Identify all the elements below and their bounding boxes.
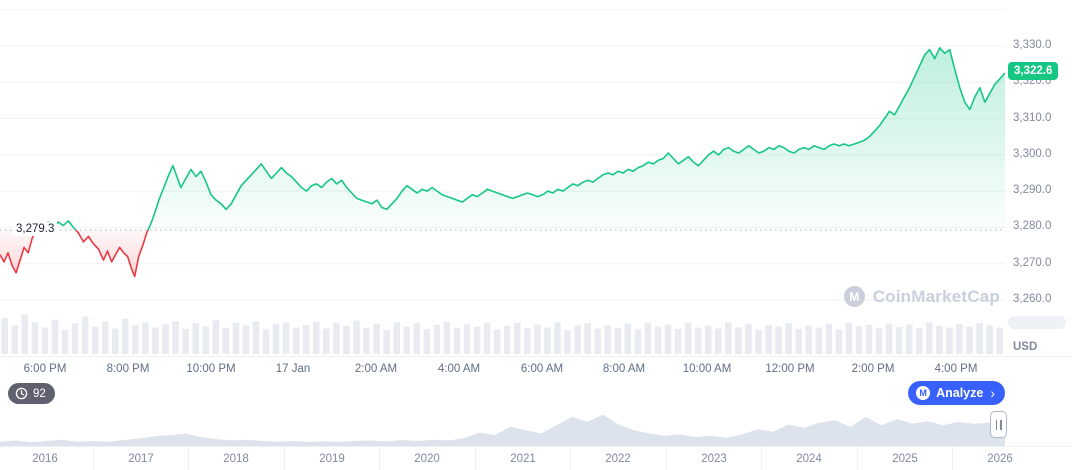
logo-letter: M (919, 388, 927, 398)
axis-scrollbar-thumb[interactable] (1008, 316, 1066, 329)
analyze-label: Analyze (936, 386, 984, 400)
timeline-years[interactable]: 2016 2017 2018 2019 2020 2021 2022 2023 2024 2025… (0, 446, 1072, 470)
year-tick-divider (666, 447, 667, 470)
timeline-year-label: 2026 (987, 453, 1013, 465)
area-fill-down (0, 229, 1005, 277)
currency-unit-label: USD (1013, 341, 1038, 353)
x-axis-label: 4:00 PM (934, 363, 978, 375)
year-tick-divider (379, 447, 380, 470)
baseline-price-label: 3,279.3 (13, 222, 58, 236)
x-axis-label: 8:00 PM (106, 363, 150, 375)
x-axis-label: 4:00 AM (437, 363, 481, 375)
x-axis[interactable]: 6:00 PM 8:00 PM 10:00 PM 17 Jan 2:00 AM 4:00 … (0, 356, 1072, 378)
timeline-year-label: 2025 (892, 453, 918, 465)
timeline-year-label: 2019 (319, 453, 345, 465)
coinmarketcap-logo-icon: M (843, 286, 865, 307)
history-timeline[interactable] (0, 408, 1072, 446)
volume-bars (1, 314, 1003, 354)
x-axis-label: 2:00 PM (851, 363, 895, 375)
timeline-year-label: 2018 (223, 453, 249, 465)
chevron-right-icon: › (990, 385, 995, 401)
x-axis-label: 10:00 PM (186, 363, 236, 375)
timeline-year-label: 2016 (32, 453, 58, 465)
timeline-year-label: 2020 (414, 453, 440, 465)
year-tick-divider (284, 447, 285, 470)
cmc-logo-icon: M (916, 386, 931, 400)
year-tick-divider (475, 447, 476, 470)
y-axis-label: 3,310.0 (1013, 112, 1052, 124)
year-tick-divider (93, 447, 94, 470)
year-tick-divider (952, 447, 953, 470)
x-axis-label: 12:00 PM (765, 363, 815, 375)
timeline-range-handle[interactable] (990, 411, 1007, 438)
timeline-year-label: 2022 (605, 453, 631, 465)
area-fill-up (35, 47, 1005, 230)
y-axis-label: 3,270.0 (1013, 257, 1052, 269)
year-tick-divider (761, 447, 762, 470)
year-tick-divider (857, 447, 858, 470)
price-line-up (34, 47, 1005, 230)
x-axis-label: 10:00 AM (682, 363, 732, 375)
y-axis-label: 3,300.0 (1013, 148, 1052, 160)
year-tick-divider (570, 447, 571, 470)
y-axis-label: 3,330.0 (1013, 39, 1052, 51)
x-axis-label: 6:00 AM (520, 363, 564, 375)
timeline-year-label: 2024 (796, 453, 822, 465)
year-tick-divider (188, 447, 189, 470)
history-clock-icon (15, 387, 28, 400)
handle-grip-bar (1000, 419, 1002, 430)
handle-grip-bar (995, 419, 997, 430)
x-axis-label: 2:00 AM (354, 363, 398, 375)
timeline-year-label: 2017 (128, 453, 154, 465)
y-axis-label: 3,280.0 (1013, 220, 1052, 232)
y-axis-label: 3,260.0 (1013, 293, 1052, 305)
logo-letter: M (849, 289, 860, 304)
y-axis-label: 3,290.0 (1013, 184, 1052, 196)
analyze-button[interactable]: M Analyze › (908, 381, 1005, 405)
x-axis-label: 8:00 AM (602, 363, 646, 375)
history-count-badge[interactable]: 92 (8, 383, 55, 404)
price-chart-canvas[interactable] (0, 0, 1005, 356)
timeline-year-label: 2021 (510, 453, 536, 465)
chart-controls: 92 M Analyze › (0, 378, 1072, 408)
y-axis[interactable]: 3,330.0 3,320.0 3,310.0 3,300.0 3,290.0 3,280… (1005, 0, 1072, 356)
x-axis-label: 6:00 PM (23, 363, 67, 375)
x-axis-label: 17 Jan (275, 363, 311, 375)
watermark-text: CoinMarketCap (872, 286, 1000, 306)
watermark: M CoinMarketCap (843, 286, 1000, 307)
history-count: 92 (33, 387, 46, 400)
timeline-year-label: 2023 (701, 453, 727, 465)
main-chart: 3,279.3 M CoinMarketCap 3,330.0 3,320.0 3,… (0, 0, 1072, 356)
current-price-badge: 3,322.6 (1008, 62, 1059, 80)
timeline-area-canvas[interactable] (0, 408, 1072, 446)
timeline-area (0, 414, 1005, 446)
